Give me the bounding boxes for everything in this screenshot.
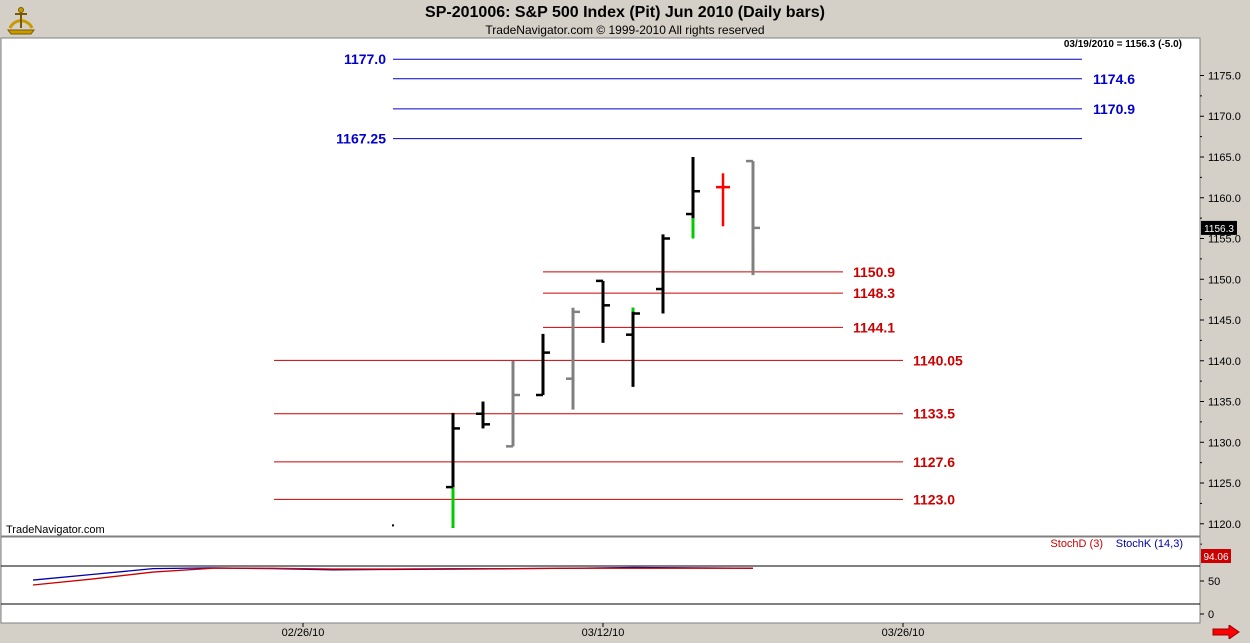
sextant-logo-icon [7, 7, 35, 35]
date-axis: 02/26/10 03/12/10 03/26/10 [282, 623, 925, 639]
price-axis-label: 1150.0 [1208, 274, 1241, 286]
stochastic-panel[interactable]: StochD (3) StochK (14,3) [0, 536, 1201, 624]
stoch-axis-label: 50 [1208, 576, 1220, 588]
stochd-legend: StochD (3) [1050, 538, 1103, 550]
price-axis-label: 1165.0 [1208, 152, 1241, 164]
stochastic-axis: 50 0 [1200, 576, 1220, 621]
date-axis-label: 03/26/10 [882, 627, 925, 639]
chart-header: SP-201006: S&P 500 Index (Pit) Jun 2010 … [0, 0, 1250, 38]
resistance-label: 1177.0 [344, 51, 386, 67]
price-axis-label: 1175.0 [1208, 70, 1241, 82]
support-label: 1127.6 [913, 454, 955, 470]
resistance-label: 1174.6 [1093, 71, 1135, 87]
stochastic-value-marker: 94.06 [1201, 549, 1231, 563]
chart-subtitle: TradeNavigator.com © 1999-2010 All right… [485, 23, 765, 37]
date-axis-label: 03/12/10 [582, 627, 625, 639]
price-axis-label: 1170.0 [1208, 111, 1241, 123]
support-label: 1144.1 [853, 319, 895, 335]
price-axis[interactable]: 1175.0 1170.0 1165.0 1160.0 1155.0 1150.0 1145… [1200, 70, 1241, 545]
stochd-line [32, 567, 753, 586]
price-axis-label: 1140.0 [1208, 356, 1241, 368]
stochk-legend: StochK (14,3) [1116, 538, 1183, 550]
price-axis-label: 1155.0 [1208, 234, 1241, 246]
price-axis-label: 1125.0 [1208, 478, 1241, 490]
support-label: 1148.3 [853, 285, 895, 301]
last-price-marker: 1156.3 [1201, 220, 1237, 235]
support-label: 1123.0 [913, 491, 955, 507]
date-axis-label: 02/26/10 [282, 627, 325, 639]
price-axis-label: 1120.0 [1208, 519, 1241, 531]
stoch-value-label: 94.06 [1203, 552, 1228, 563]
chart-title: SP-201006: S&P 500 Index (Pit) Jun 2010 … [425, 4, 825, 21]
stoch-axis-label: 0 [1208, 609, 1214, 621]
support-label: 1140.05 [913, 352, 963, 368]
price-axis-label: 1135.0 [1208, 397, 1241, 409]
resistance-levels: 1177.0 1174.6 1170.9 1167.25 [336, 51, 1135, 146]
support-label: 1150.9 [853, 264, 895, 280]
price-info-label: 03/19/2010 = 1156.3 (-5.0) [1064, 39, 1182, 50]
resistance-label: 1167.25 [336, 131, 386, 147]
watermark-label: TradeNavigator.com [6, 524, 105, 536]
resistance-label: 1170.9 [1093, 101, 1135, 117]
scroll-right-arrow-icon[interactable] [1212, 625, 1240, 639]
price-bars [392, 156, 760, 528]
price-axis-label: 1160.0 [1208, 193, 1241, 205]
support-levels: 1150.9 1148.3 1144.1 1140.05 1133.5 1127.6 112… [274, 264, 963, 507]
stochastic-lines [32, 566, 754, 586]
price-axis-label: 1130.0 [1208, 437, 1241, 449]
last-price-label: 1156.3 [1204, 224, 1234, 235]
price-axis-label: 1145.0 [1208, 315, 1241, 327]
support-label: 1133.5 [913, 406, 955, 422]
